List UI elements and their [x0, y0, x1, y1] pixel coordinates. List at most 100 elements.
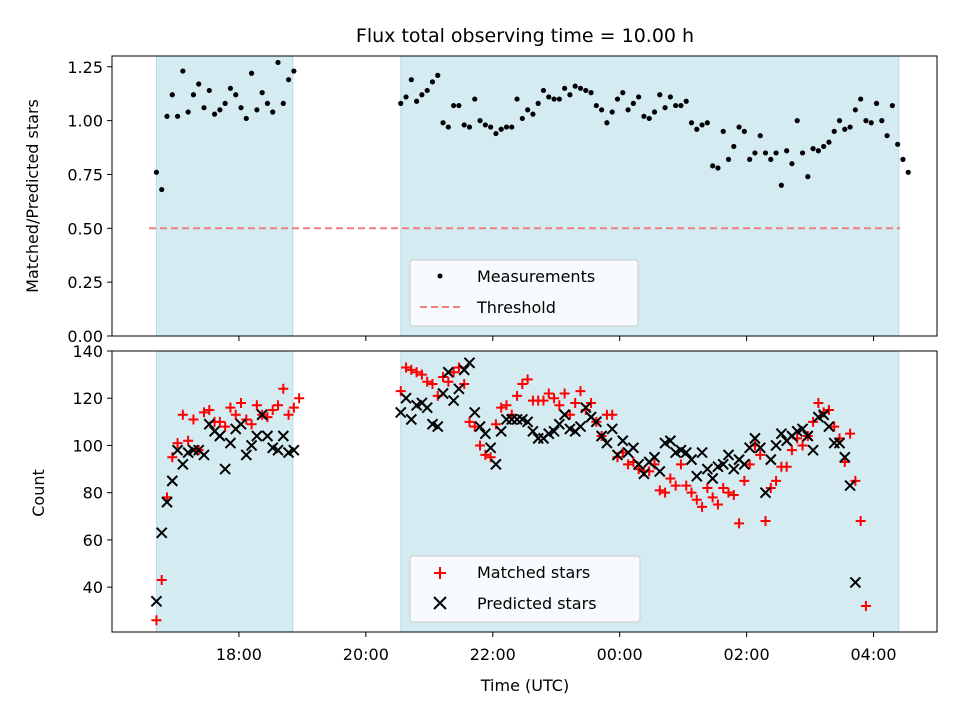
matched-star-point	[623, 459, 634, 470]
matched-star-point	[575, 386, 586, 397]
measurement-point	[291, 68, 297, 74]
predicted-star-point	[484, 442, 497, 454]
measurement-point	[805, 174, 811, 180]
bottom-y-axis: 40 60 80 100 120 140	[72, 342, 112, 597]
matched-star-point	[251, 400, 262, 411]
measurement-point	[254, 107, 260, 113]
matched-star-point	[294, 393, 305, 404]
legend-predicted-label: Predicted stars	[477, 594, 597, 613]
measurement-point	[456, 102, 462, 109]
measurement-point	[673, 102, 679, 109]
matched-star-point	[167, 452, 178, 463]
predicted-star-point	[802, 430, 814, 442]
matched-star-point	[845, 428, 856, 439]
matched-star-point	[448, 367, 459, 378]
measurement-point	[768, 156, 774, 162]
matched-star-point	[681, 480, 692, 491]
matched-star-point	[225, 402, 236, 413]
top-y-tick-label: 0.00	[67, 327, 103, 346]
predicted-star-point	[453, 383, 465, 395]
matched-star-point	[183, 435, 194, 446]
measurement-point	[196, 81, 202, 87]
predicted-star-point	[775, 427, 788, 440]
measurement-point	[657, 92, 663, 98]
predicted-star-point	[245, 439, 258, 452]
matched-star-point	[469, 421, 480, 432]
matched-star-point	[512, 390, 523, 401]
measurement-point	[408, 77, 414, 83]
predicted-star-point	[421, 401, 433, 414]
matched-star-point	[781, 461, 792, 472]
measurement-point	[895, 141, 901, 147]
matched-star-point	[177, 409, 188, 420]
matched-star-point	[411, 367, 422, 378]
predicted-star-point	[759, 486, 772, 499]
top-y-tick-label: 0.75	[67, 165, 103, 184]
predicted-star-point	[261, 430, 274, 442]
predicted-star-point	[224, 437, 237, 449]
predicted-star-point	[728, 463, 740, 475]
predicted-star-point	[722, 449, 735, 461]
predicted-star-point	[219, 463, 231, 475]
matched-star-point	[443, 376, 454, 387]
measurement-point	[398, 100, 404, 106]
matched-star-point	[188, 414, 199, 425]
measurement-point	[530, 111, 536, 117]
measurement-point	[238, 105, 244, 111]
measurement-point	[736, 124, 742, 130]
measurement-point	[588, 90, 594, 96]
predicted-star-point	[479, 427, 492, 440]
matched-star-point	[686, 487, 697, 498]
matched-star-point	[496, 402, 507, 413]
measurement-point	[815, 148, 821, 154]
bottom-x-tick-label: 22:00	[470, 645, 516, 664]
measurement-point	[720, 128, 726, 134]
matched-star-point	[427, 379, 438, 390]
bottom-x-tick-label: 00:00	[597, 645, 643, 664]
matched-star-point	[401, 362, 412, 373]
predicted-star-point	[150, 595, 163, 608]
measurement-point	[275, 59, 281, 66]
matched-star-point	[850, 475, 861, 486]
bottom-shaded-range-0	[155, 350, 294, 633]
measurement-point	[873, 100, 880, 106]
measurement-point	[222, 100, 228, 106]
measurement-point	[625, 107, 631, 113]
measurement-point	[243, 115, 249, 122]
bottom-legend-box	[409, 555, 641, 623]
predicted-star-point	[706, 472, 719, 485]
matched-star-point	[214, 416, 225, 427]
predicted-star-point	[288, 444, 300, 456]
measurement-point	[836, 118, 843, 124]
measurement-point	[593, 102, 599, 109]
matched-star-point	[607, 409, 618, 420]
predicted-star-point	[595, 430, 608, 442]
predicted-star-point	[447, 394, 460, 407]
bottom-legend: Matched stars Predicted stars	[409, 555, 641, 623]
measurement-point	[725, 156, 732, 162]
matched-star-point	[797, 440, 808, 451]
measurement-point	[599, 107, 605, 113]
top-y-tick-label: 0.50	[67, 219, 103, 238]
predicted-star-point	[601, 437, 613, 449]
matched-star-point	[220, 421, 231, 432]
measurement-point	[900, 156, 906, 162]
measurement-point	[879, 118, 885, 124]
predicted-star-point	[203, 418, 215, 430]
matched-star-point	[283, 409, 294, 420]
matched-star-point	[172, 438, 183, 449]
predicted-star-point	[685, 453, 698, 466]
predicted-star-point	[654, 465, 666, 478]
matched-star-point	[485, 452, 496, 463]
predicted-star-point	[849, 576, 862, 589]
measurement-point	[466, 124, 473, 130]
predicted-star-point	[277, 430, 290, 442]
measurement-point	[556, 96, 562, 102]
measurement-point	[889, 102, 895, 109]
measurement-point	[285, 77, 292, 83]
matched-star-point	[438, 371, 449, 382]
measurement-point	[535, 100, 541, 106]
predicted-star-point	[442, 366, 455, 378]
measurement-point	[472, 96, 478, 102]
measurement-point	[794, 118, 800, 124]
